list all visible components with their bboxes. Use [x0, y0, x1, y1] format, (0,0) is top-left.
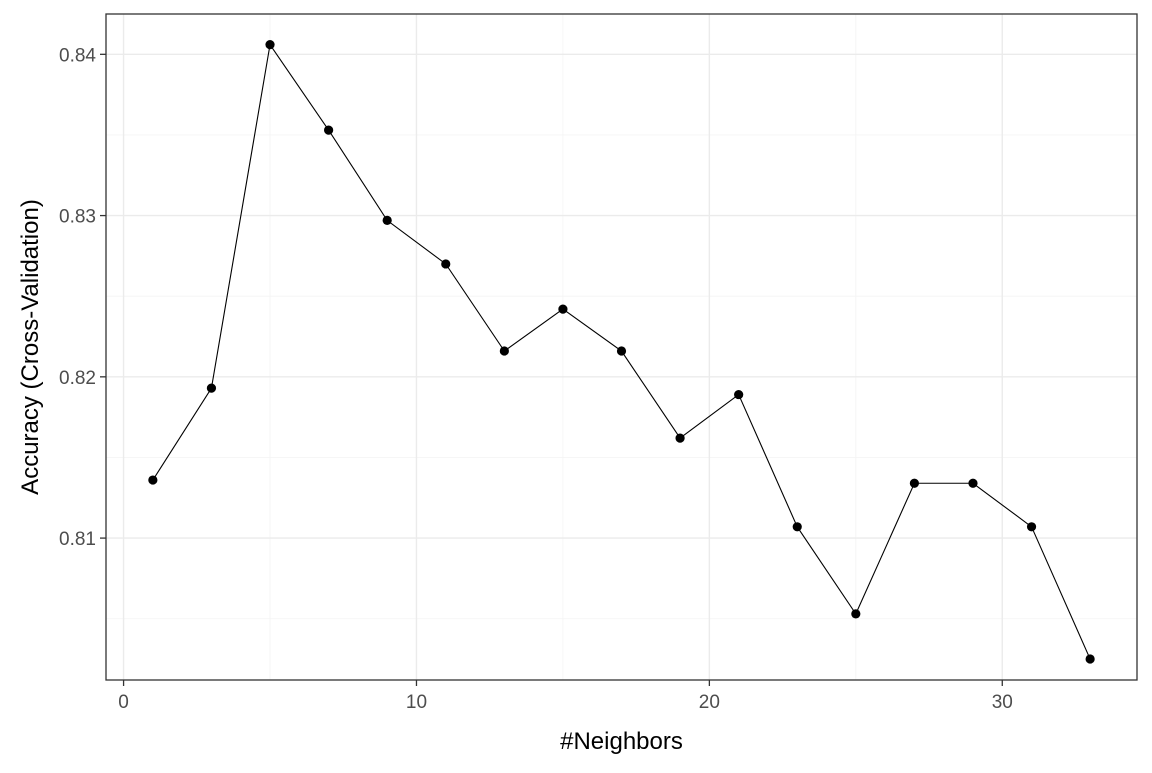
series-layer [148, 40, 1095, 664]
data-point [616, 346, 627, 356]
data-point [734, 389, 744, 400]
major-gridlines [106, 14, 1137, 680]
data-point [1085, 654, 1095, 664]
data-point [851, 609, 861, 619]
data-point [792, 522, 802, 532]
data-point [148, 475, 158, 485]
plot-panel-border [105, 13, 1138, 681]
data-point [968, 478, 978, 488]
data-point [382, 215, 392, 226]
x-tick-label: 20 [699, 692, 720, 713]
data-point [265, 40, 275, 50]
y-tick-label: 0.84 [59, 45, 96, 66]
x-tick-label: 30 [992, 692, 1013, 713]
x-tick-label: 10 [406, 692, 427, 713]
x-axis: 0 10 20 30 [118, 680, 1013, 713]
data-point [206, 383, 217, 393]
data-point [1026, 522, 1037, 532]
minor-gridlines [106, 14, 1137, 680]
data-point [675, 433, 685, 443]
data-point [441, 259, 451, 269]
y-axis: 0.81 0.82 0.83 0.84 [59, 45, 106, 550]
data-point [909, 478, 919, 488]
y-tick-label: 0.81 [59, 529, 96, 550]
x-tick-label: 0 [118, 692, 129, 713]
y-tick-label: 0.83 [59, 207, 96, 228]
data-point [558, 304, 568, 314]
y-axis-title: Accuracy (Cross-Validation) [17, 199, 44, 495]
x-axis-title: #Neighbors [560, 728, 683, 755]
data-point [324, 125, 334, 135]
data-point [499, 346, 509, 356]
y-tick-label: 0.82 [59, 368, 96, 389]
